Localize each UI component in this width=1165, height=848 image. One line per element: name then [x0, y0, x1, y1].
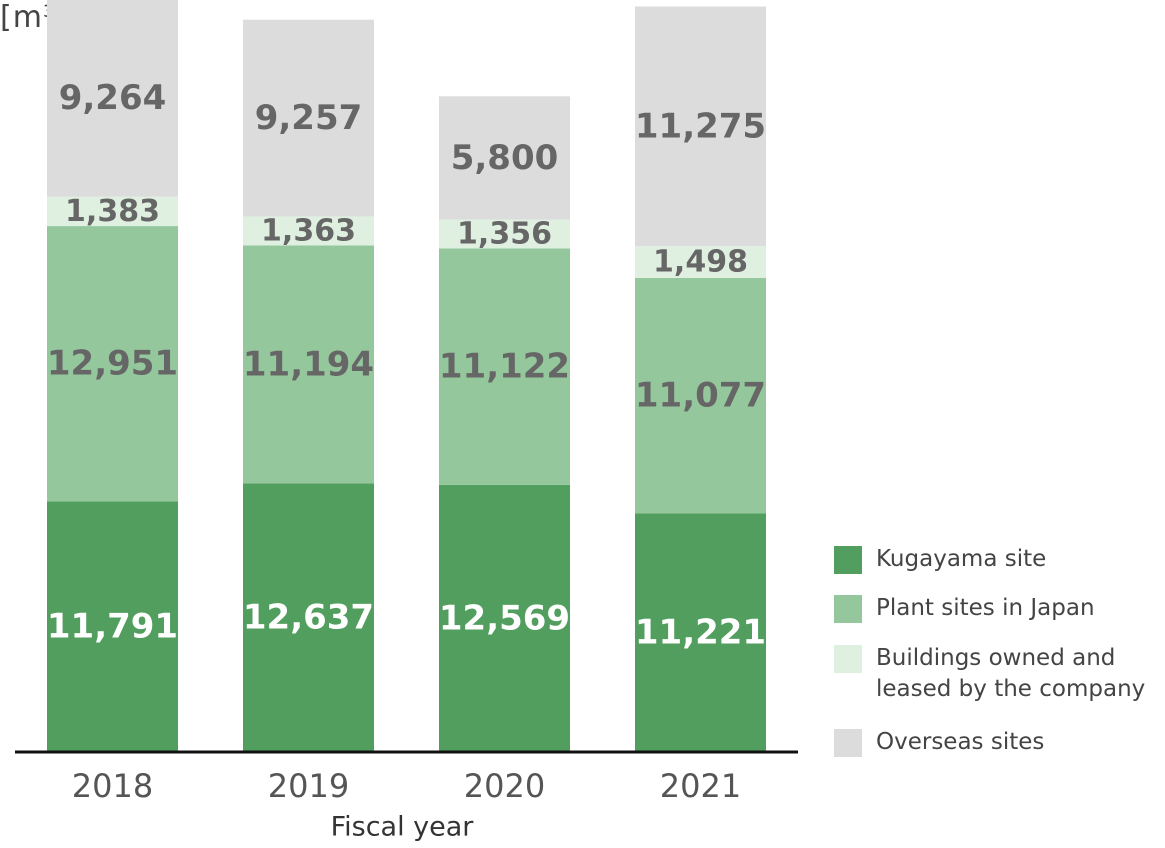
bar-segment [243, 245, 374, 484]
x-tick-label: 2019 [268, 767, 349, 805]
data-label: 12,569 [439, 598, 570, 638]
data-label: 9,257 [255, 98, 363, 138]
legend-item-plant-sites: Plant sites in Japan [834, 595, 1095, 624]
bar-segment [47, 196, 178, 227]
bar-segment [47, 0, 178, 197]
data-label: 1,356 [457, 216, 552, 251]
legend-label-overseas: Overseas sites [876, 729, 1045, 755]
data-label: 11,077 [635, 376, 766, 416]
legend-swatch-plant-sites [834, 595, 862, 623]
legend-item-kugayama: Kugayama site [834, 546, 1046, 575]
bar-segment [243, 216, 374, 246]
data-label: 12,637 [243, 598, 374, 638]
data-label: 11,221 [635, 613, 766, 653]
data-label: 1,363 [261, 213, 356, 248]
legend-item-overseas: Overseas sites [834, 729, 1044, 758]
data-label: 11,791 [47, 607, 178, 647]
data-label: 12,951 [47, 344, 178, 384]
x-tick-label: 2018 [72, 767, 153, 805]
legend-swatch-overseas [834, 729, 862, 757]
legend-label-plant-sites: Plant sites in Japan [876, 595, 1095, 621]
bar-segment [635, 513, 766, 752]
legend-item-buildings: Buildings owned and leased by the compan… [834, 645, 1165, 705]
data-label: 11,194 [243, 344, 374, 384]
bar-segment [635, 278, 766, 514]
data-label: 11,275 [635, 106, 766, 146]
legend-label-buildings: Buildings owned and leased by the compan… [876, 645, 1146, 702]
data-label: 5,800 [451, 138, 559, 178]
bar-segment [243, 19, 374, 217]
x-axis-title: Fiscal year [331, 812, 475, 843]
bar-segment [439, 96, 570, 220]
bar-segment [635, 6, 766, 247]
bar-segment [635, 246, 766, 279]
bar-segment [439, 219, 570, 249]
x-tick-label: 2021 [660, 767, 741, 805]
data-label: 1,383 [65, 194, 160, 229]
legend-label-kugayama: Kugayama site [876, 546, 1047, 572]
bar-segment [439, 484, 570, 752]
data-label: 11,122 [439, 347, 570, 387]
bar-segment [47, 226, 178, 502]
data-label: 9,264 [59, 78, 167, 118]
x-tick-label: 2020 [464, 767, 545, 805]
bar-segment [243, 483, 374, 752]
bar-segment [439, 248, 570, 485]
data-label: 1,498 [653, 245, 748, 280]
legend-swatch-kugayama [834, 546, 862, 574]
legend-swatch-buildings [834, 645, 862, 673]
bar-segment [47, 501, 178, 752]
